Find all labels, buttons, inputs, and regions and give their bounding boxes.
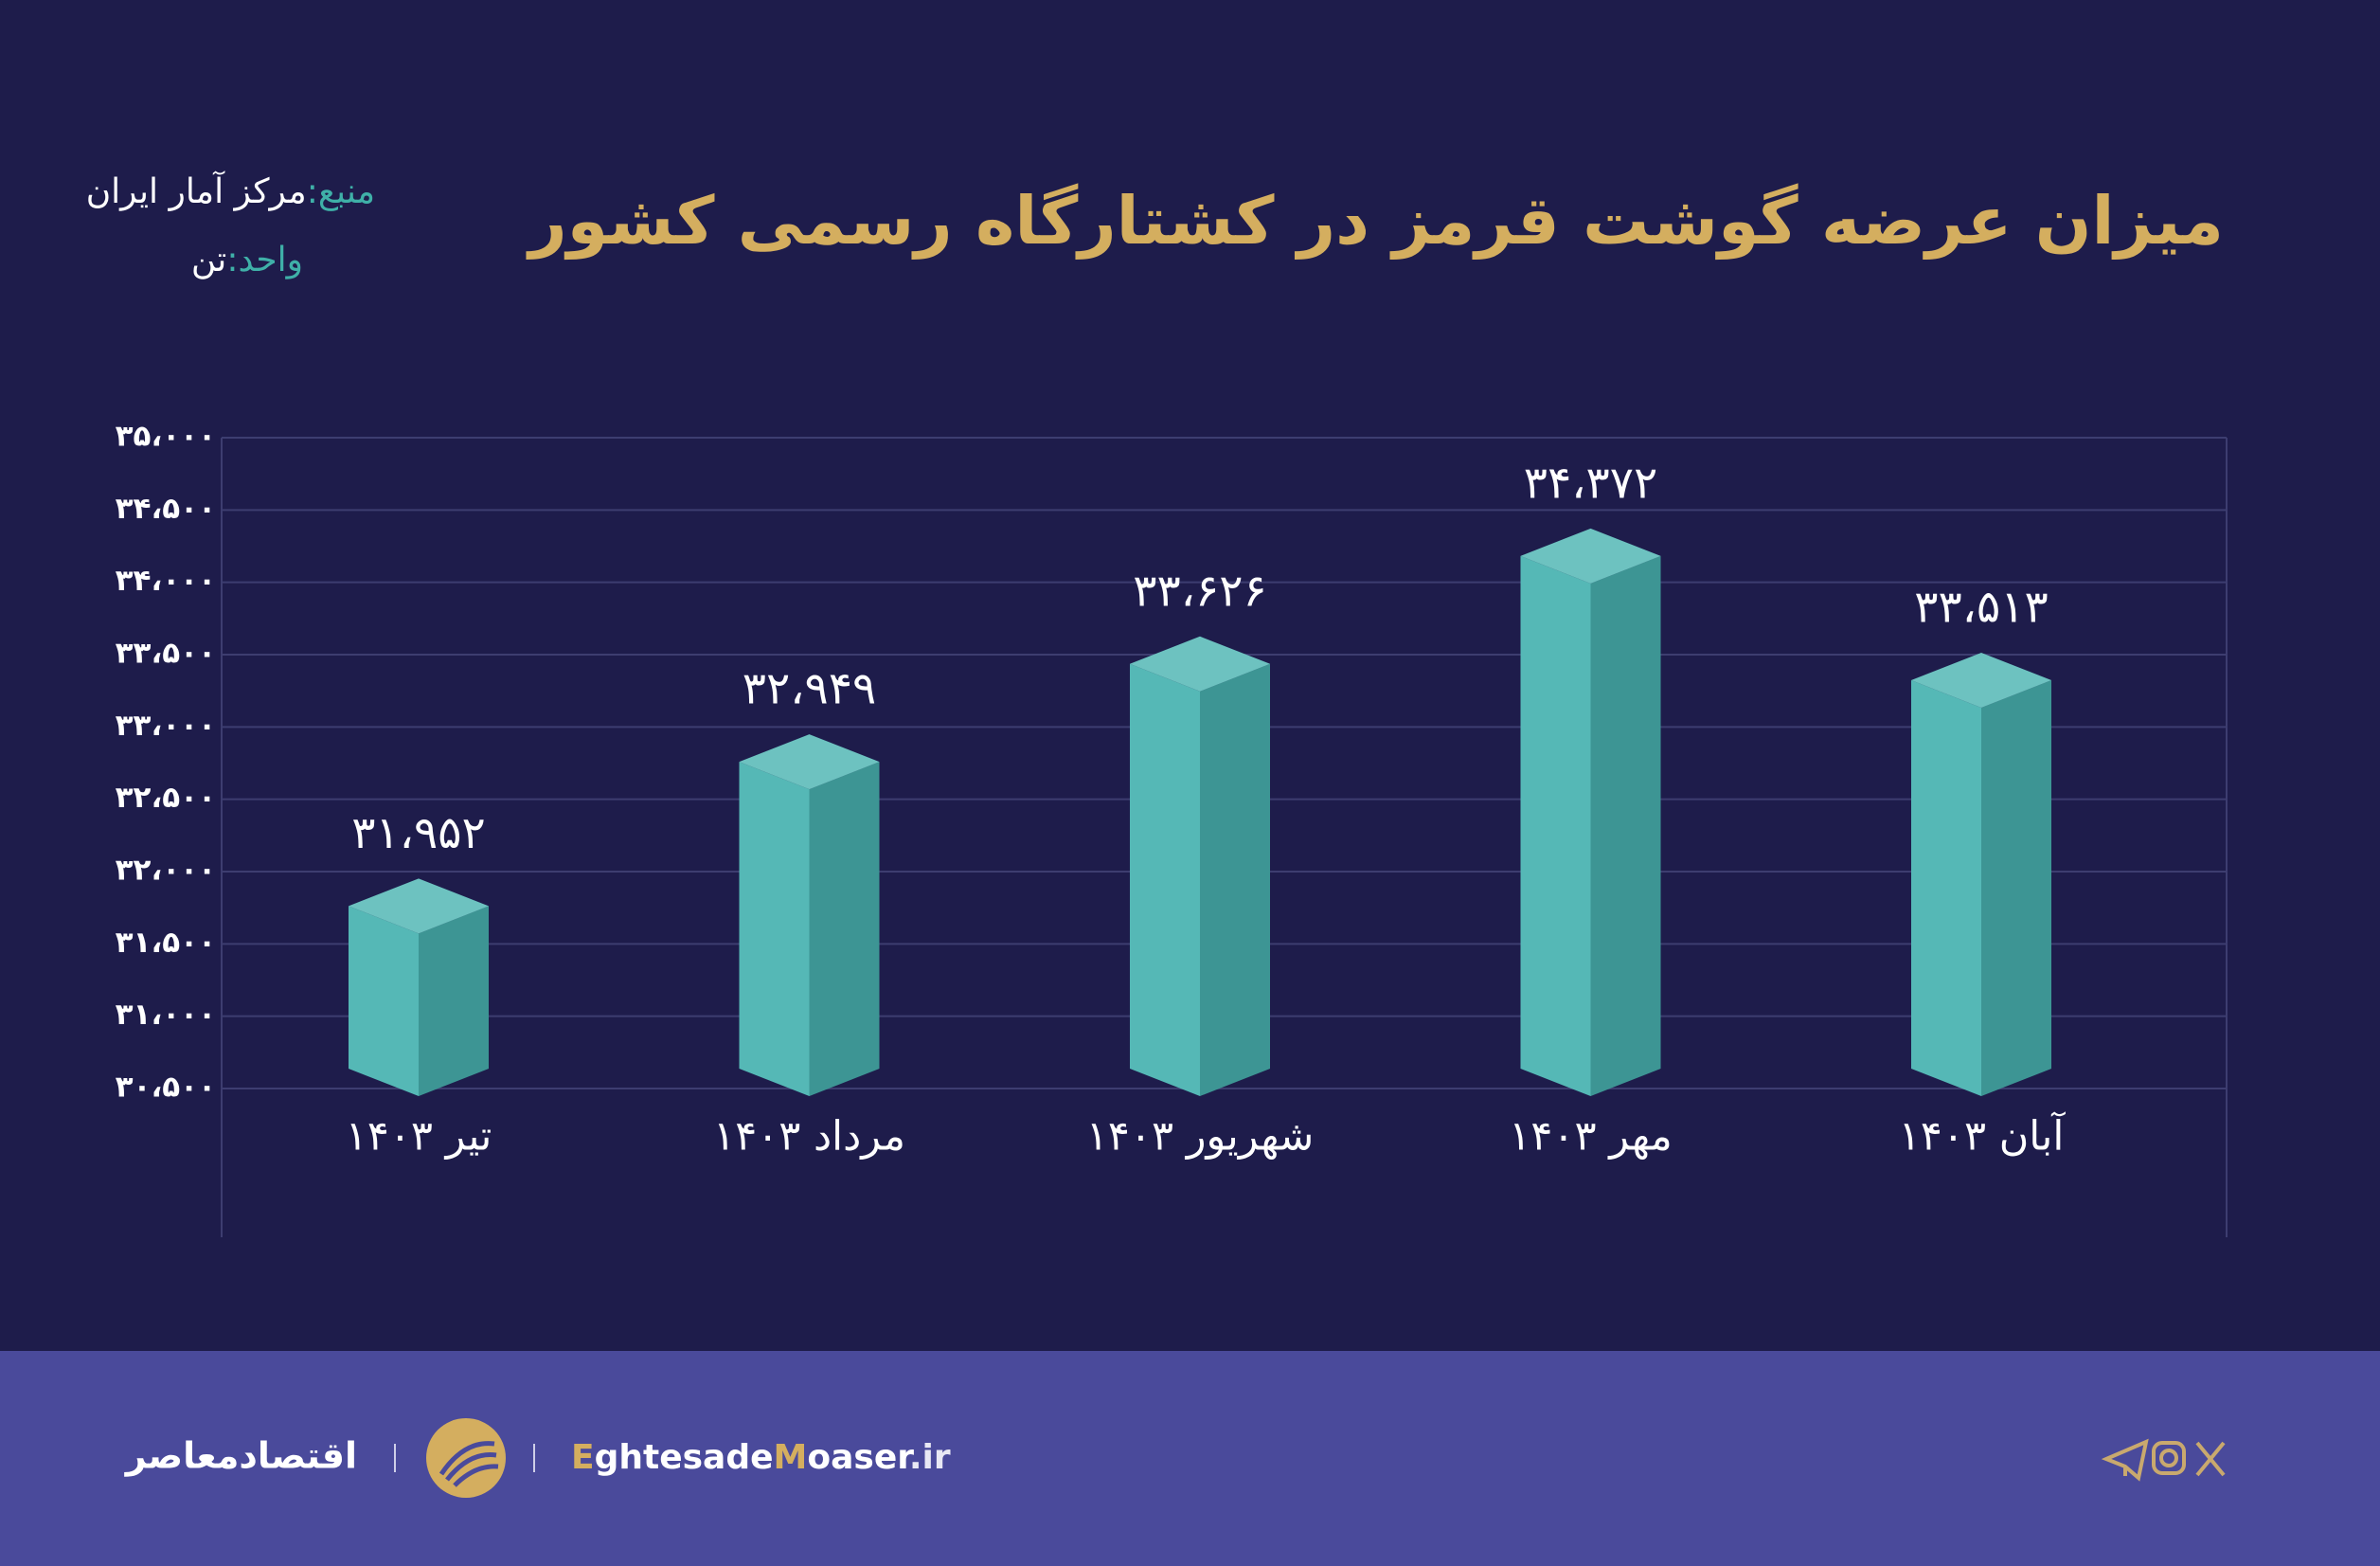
brand: اقتصادمعاصر <box>124 1435 357 1477</box>
instagram-icon <box>2152 1441 2186 1475</box>
bar-right-face <box>1981 680 2051 1096</box>
x-tick-label: شهریور ۱۴۰۳ <box>1086 1113 1315 1161</box>
value-label: ۳۳،۵۱۳ <box>1914 582 2048 634</box>
y-tick-label: ۳۲،۵۰۰ <box>116 781 216 815</box>
bar-top-light <box>1520 528 1661 584</box>
value-label: ۳۱،۹۵۲ <box>351 807 485 859</box>
y-tick-label: ۳۳،۵۰۰ <box>116 637 216 671</box>
y-tick-label: ۳۴،۰۰۰ <box>116 564 216 598</box>
y-tick-label: ۳۰،۵۰۰ <box>116 1071 216 1105</box>
bar-right-face <box>419 906 489 1096</box>
site: EghtesadeMoaser.ir <box>571 1438 951 1477</box>
y-tick-label: ۳۲،۰۰۰ <box>116 854 216 888</box>
telegram-icon <box>2101 1438 2149 1482</box>
bar-top-face <box>349 878 489 934</box>
unit: واحد:تن <box>191 241 303 279</box>
x-tick-label: مهر ۱۴۰۳ <box>1509 1113 1673 1161</box>
bar-right-shade <box>1981 680 2051 1096</box>
source-label: منبع: <box>307 172 375 211</box>
bar-right-shade <box>419 906 489 1096</box>
bar-left-face <box>1911 680 1981 1096</box>
source: منبع:مرکز آمار ایران <box>86 170 375 211</box>
bar-left-face <box>739 762 810 1096</box>
bar-top-face <box>1911 653 2051 709</box>
y-tick-label: ۳۵،۰۰۰ <box>116 420 216 454</box>
x-icon <box>2195 1441 2226 1477</box>
unit-value: تن <box>191 241 226 279</box>
unit-label: واحد: <box>226 241 303 279</box>
plot: ۳۰،۵۰۰ ۳۱،۰۰۰ ۳۱،۵۰۰ ۳۲،۰۰۰ ۳۲،۵۰۰ ۳۳،۰۰۰ ۳۳،۵… <box>116 420 2227 1161</box>
site-part: M <box>774 1438 808 1477</box>
bar-right-shade <box>1590 555 1661 1096</box>
bar-right-shade <box>809 762 880 1096</box>
bar-right-face <box>1200 663 1270 1096</box>
bar-top-light <box>1130 636 1270 692</box>
x-tick-label: آبان ۱۴۰۳ <box>1899 1111 2067 1161</box>
bar <box>349 878 489 1096</box>
bar-right-face <box>1590 555 1661 1096</box>
site-part: oaser <box>807 1438 914 1477</box>
bar-left-face <box>349 906 419 1096</box>
social-icons <box>2101 1438 2226 1482</box>
bar-left-face <box>1130 663 1200 1096</box>
logo <box>426 1418 506 1498</box>
bar-top-face <box>1520 528 1661 584</box>
bar-right-face <box>809 762 880 1096</box>
value-label: ۳۳،۶۲۶ <box>1133 565 1266 617</box>
site-part: E <box>571 1438 595 1477</box>
chart-title: میزان عرضه گوشت قرمز در کشتارگاه رسمی کش… <box>526 182 2224 260</box>
bar-right-shade <box>1200 663 1270 1096</box>
value-label: ۳۲،۹۴۹ <box>743 663 876 715</box>
site-part: ghtesade <box>595 1438 774 1477</box>
x-tick-label: مرداد ۱۴۰۳ <box>713 1113 905 1161</box>
bar-top-light <box>1911 653 2051 709</box>
bar-top-face <box>739 734 880 790</box>
instagram-lens <box>2159 1449 2178 1467</box>
bar <box>1520 528 1661 1096</box>
logo-mark <box>438 1441 499 1487</box>
bar-top-light <box>739 734 880 790</box>
footer-band <box>0 1351 2380 1566</box>
bar <box>739 734 880 1096</box>
value-label: ۳۴،۳۷۲ <box>1524 457 1657 509</box>
bar <box>1130 636 1270 1096</box>
site-part: .ir <box>909 1438 951 1477</box>
bar-top-light <box>349 878 489 934</box>
y-tick-label: ۳۱،۵۰۰ <box>116 926 216 960</box>
y-tick-label: ۳۴،۵۰۰ <box>116 492 216 526</box>
source-value: مرکز آمار ایران <box>86 170 307 211</box>
bar-top-face <box>1130 636 1270 692</box>
bar <box>1911 653 2051 1096</box>
y-tick-label: ۳۱،۰۰۰ <box>116 998 216 1032</box>
y-tick-label: ۳۳،۰۰۰ <box>116 709 216 743</box>
x-tick-label: تیر ۱۴۰۳ <box>346 1113 492 1161</box>
bar-left-face <box>1520 555 1591 1096</box>
